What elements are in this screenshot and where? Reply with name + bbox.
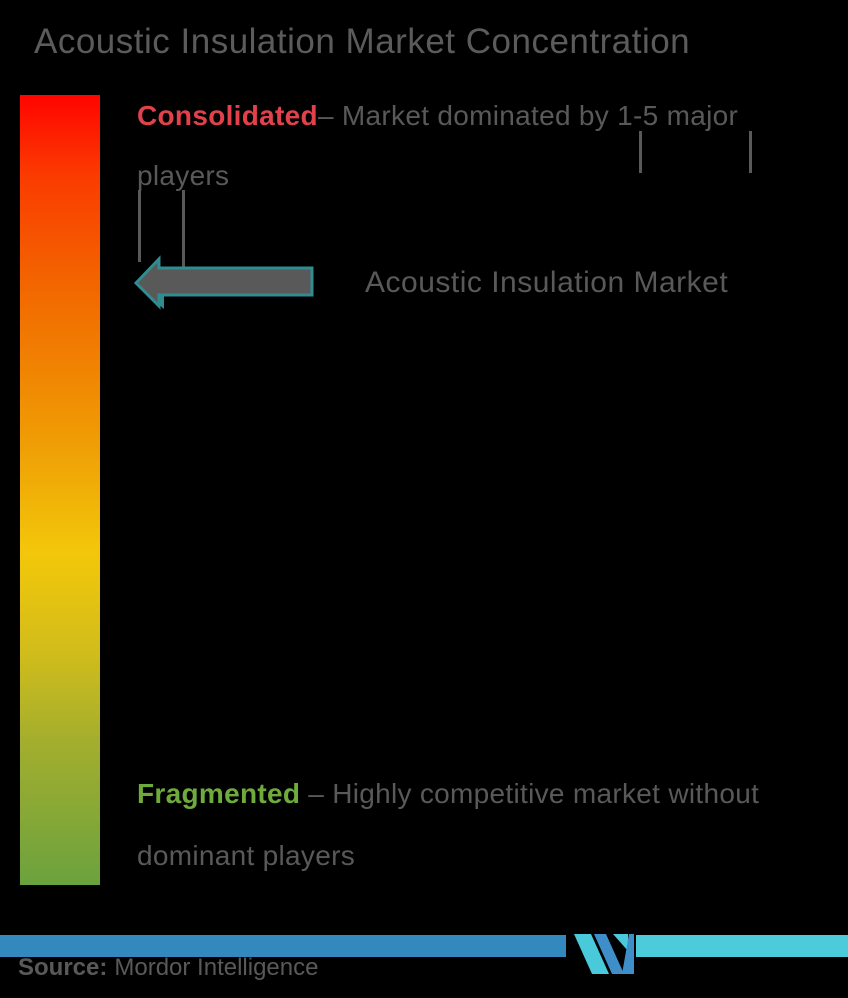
concentration-gradient-bar xyxy=(20,95,100,885)
source-value: Mordor Intelligence xyxy=(114,954,319,981)
glyph-artifact-line xyxy=(138,190,141,262)
mordor-intelligence-logo xyxy=(574,934,634,974)
page-title: Acoustic Insulation Market Concentration xyxy=(34,22,691,61)
indicator-label: Acoustic Insulation Market xyxy=(365,266,729,299)
glyph-artifact-line xyxy=(749,131,752,173)
consolidated-legend: Consolidated– Market dominated by 1-5 ma… xyxy=(137,86,817,206)
fragmented-description: – Highly competitive market without domi… xyxy=(137,778,760,871)
fragmented-label: Fragmented xyxy=(137,778,301,809)
source-label: Source: xyxy=(18,954,108,981)
footer-band-right xyxy=(636,935,848,957)
glyph-artifact-line xyxy=(182,190,185,278)
consolidated-label: Consolidated xyxy=(137,100,318,131)
consolidated-description: – Market dominated by 1-5 major players xyxy=(137,100,739,191)
left-arrow-icon xyxy=(133,255,314,310)
source-line: Source: Mordor Intelligence xyxy=(18,954,318,982)
fragmented-legend: Fragmented – Highly competitive market wi… xyxy=(137,763,848,887)
glyph-artifact-line xyxy=(639,131,642,173)
footer-band-left xyxy=(0,935,566,957)
